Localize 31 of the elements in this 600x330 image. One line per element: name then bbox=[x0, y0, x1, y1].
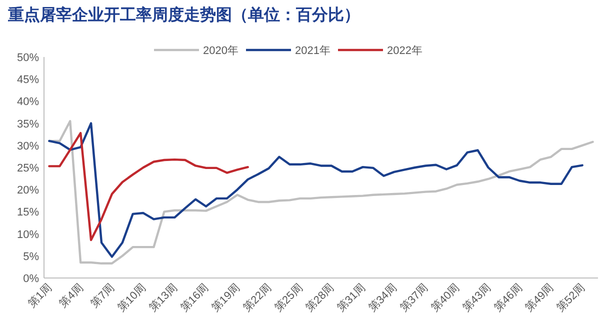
legend-label: 2021年 bbox=[295, 45, 330, 57]
y-tick-label: 25% bbox=[16, 162, 40, 174]
y-tick-label: 50% bbox=[16, 52, 40, 64]
x-tick-label: 第13周 bbox=[147, 282, 180, 314]
x-tick-label: 第49周 bbox=[523, 282, 556, 314]
x-tick-label: 第19周 bbox=[210, 282, 242, 314]
x-tick-label: 第10周 bbox=[116, 282, 148, 314]
x-tick-label: 第37周 bbox=[398, 282, 431, 314]
x-tick-label: 第16周 bbox=[178, 282, 212, 314]
y-tick-label: 20% bbox=[16, 184, 40, 197]
y-tick-label: 5% bbox=[23, 250, 40, 263]
y-tick-label: 30% bbox=[16, 140, 40, 152]
x-tick-label: 第7周 bbox=[88, 282, 118, 310]
x-tick-label: 第34周 bbox=[366, 282, 400, 314]
legend-label: 2022年 bbox=[387, 45, 422, 57]
title: 重点屠宰企业开工率周度走势图（单位：百分比） bbox=[8, 7, 360, 24]
legend-label: 2020年 bbox=[203, 45, 238, 57]
x-tick-label: 第43周 bbox=[460, 282, 494, 314]
x-tick-label: 第52周 bbox=[554, 282, 588, 314]
x-tick-label: 第31周 bbox=[335, 282, 368, 314]
x-tick-label: 第22周 bbox=[241, 282, 274, 314]
y-tick-label: 45% bbox=[16, 74, 40, 86]
x-tick-label: 第46周 bbox=[492, 282, 525, 314]
x-tick-label: 第4周 bbox=[57, 282, 86, 310]
y-tick-label: 35% bbox=[16, 118, 40, 130]
x-tick-label: 第40周 bbox=[429, 282, 462, 314]
x-tick-label: 第25周 bbox=[272, 282, 306, 314]
y-tick-label: 10% bbox=[16, 228, 40, 241]
y-tick-label: 15% bbox=[16, 206, 40, 219]
x-tick-label: 第28周 bbox=[304, 282, 337, 314]
y-tick-label: 40% bbox=[16, 96, 40, 108]
